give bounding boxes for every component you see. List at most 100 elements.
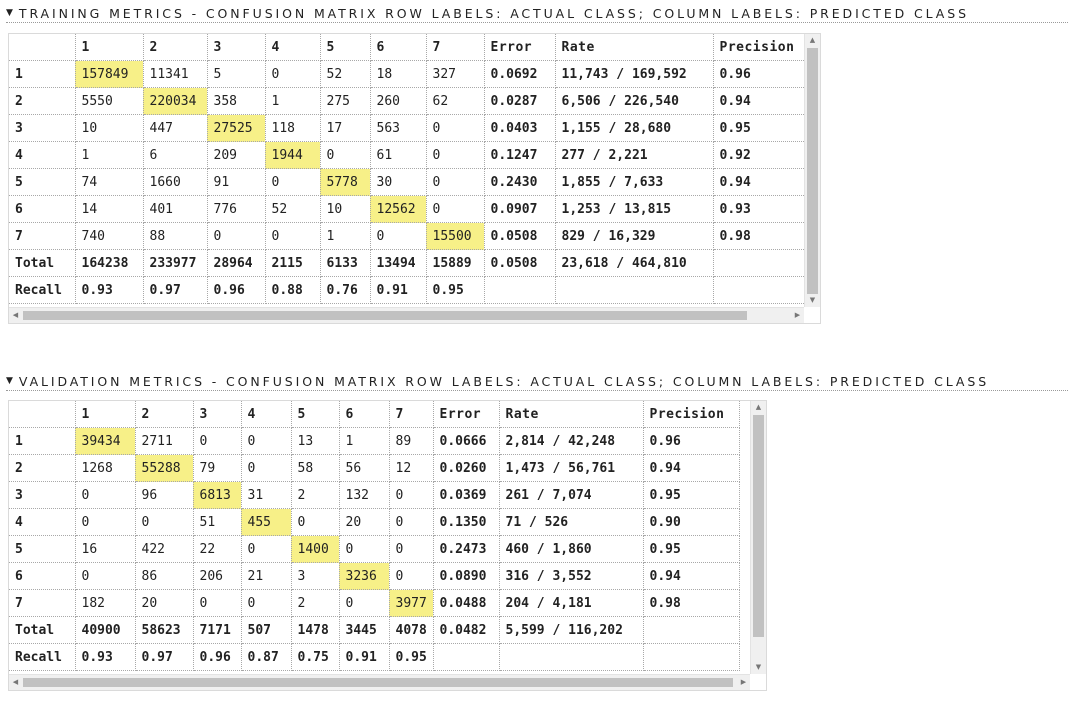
table-row: 7 740 88 0 0 1 0 15500 0.0508 829 / 16,329 0.98 [9,222,810,250]
total-cell [643,616,740,644]
matrix-cell: 0 [389,481,434,509]
matrix-cell: 0 [75,508,136,536]
table-row: 3 0 96 6813 31 2 132 0 0.0369 261 / 7,074 0.95 [9,481,740,509]
scroll-down-arrow-icon[interactable]: ▼ [809,296,816,304]
scroll-left-arrow-icon[interactable]: ◀ [12,678,19,686]
recall-cell: 0.75 [291,643,340,671]
scroll-up-arrow-icon[interactable]: ▲ [809,36,816,44]
column-header: Precision [713,34,810,61]
matrix-cell: 10 [320,195,371,223]
matrix-cell: 11341 [143,60,208,88]
matrix-cell: 275 [320,87,371,115]
training-metrics-header[interactable]: ▼ TRAINING METRICS - CONFUSION MATRIX RO… [6,4,1068,23]
horizontal-scrollbar[interactable]: ◀ ▶ [9,674,750,690]
metric-cell: 11,743 / 169,592 [555,60,714,88]
matrix-cell: 88 [143,222,208,250]
metric-cell: 277 / 2,221 [555,141,714,169]
metric-cell: 0.96 [713,60,810,88]
table-row: 4 0 0 51 455 0 20 0 0.1350 71 / 526 0.90 [9,508,740,536]
column-header: Error [484,34,556,61]
diagonal-cell: 15500 [426,222,485,250]
matrix-cell: 1 [75,141,144,169]
matrix-cell: 5550 [75,87,144,115]
total-cell: 3445 [339,616,390,644]
metric-cell: 0.93 [713,195,810,223]
recall-cell: 0.87 [241,643,292,671]
matrix-cell: 0 [370,222,427,250]
recall-cell: 0.96 [193,643,242,671]
metric-cell: 829 / 16,329 [555,222,714,250]
validation-table-viewport: 1 2 3 4 5 6 7 Error Rate Precision 1 39434 2711 0 0 13 1… [8,400,767,691]
table-row: 5 74 1660 91 0 5778 30 0 0.2430 1,855 / 7,633 0.94 [9,168,810,196]
column-header: 5 [291,401,340,428]
recall-cell: 0.97 [143,276,208,304]
scrollbar-thumb[interactable] [23,678,733,687]
matrix-cell: 18 [370,60,427,88]
metric-cell: 0.2473 [433,535,500,563]
scroll-right-arrow-icon[interactable]: ▶ [794,311,801,319]
diagonal-cell: 6813 [193,481,242,509]
matrix-cell: 0 [389,562,434,590]
column-header: 4 [241,401,292,428]
vertical-scrollbar[interactable]: ▲ ▼ [750,401,766,674]
matrix-cell: 1 [339,427,390,455]
matrix-cell: 12 [389,454,434,482]
matrix-cell: 422 [135,535,194,563]
matrix-cell: 20 [339,508,390,536]
scroll-down-arrow-icon[interactable]: ▼ [755,663,762,671]
metric-cell: 6,506 / 226,540 [555,87,714,115]
row-label: 7 [9,222,76,250]
matrix-cell: 31 [241,481,292,509]
metric-cell: 0.1247 [484,141,556,169]
scrollbar-thumb[interactable] [807,48,818,294]
column-header: Error [433,401,500,428]
matrix-cell: 20 [135,589,194,617]
column-header: 1 [75,34,144,61]
matrix-cell: 1268 [75,454,136,482]
matrix-cell: 96 [135,481,194,509]
collapse-caret-icon[interactable]: ▼ [6,8,13,18]
recall-cell: 0.96 [207,276,266,304]
diagonal-cell: 55288 [135,454,194,482]
total-row: Total 164238 233977 28964 2115 6133 13494 15889… [9,249,810,277]
diagonal-cell: 1944 [265,141,321,169]
header-row: 1 2 3 4 5 6 7 Error Rate Precision [9,401,740,428]
metric-cell: 1,253 / 13,815 [555,195,714,223]
metric-cell: 0.2430 [484,168,556,196]
scroll-right-arrow-icon[interactable]: ▶ [740,678,747,686]
collapse-caret-icon[interactable]: ▼ [6,376,13,386]
scrollbar-thumb[interactable] [23,311,747,320]
metric-cell: 0.0287 [484,87,556,115]
validation-metrics-header[interactable]: ▼ VALIDATION METRICS - CONFUSION MATRIX … [6,372,1068,391]
recall-cell: 0.88 [265,276,321,304]
row-label: 2 [9,454,76,482]
total-cell: 233977 [143,249,208,277]
matrix-cell: 0 [265,168,321,196]
header-row: 1 2 3 4 5 6 7 Error Rate Precision [9,34,810,61]
vertical-scrollbar[interactable]: ▲ ▼ [804,34,820,307]
scrollbar-thumb[interactable] [753,415,764,637]
total-cell: 23,618 / 464,810 [555,249,714,277]
horizontal-scrollbar[interactable]: ◀ ▶ [9,307,804,323]
diagonal-cell: 1400 [291,535,340,563]
matrix-cell: 0 [426,168,485,196]
matrix-cell: 10 [75,114,144,142]
scroll-left-arrow-icon[interactable]: ◀ [12,311,19,319]
matrix-cell: 0 [241,454,292,482]
total-row: Total 40900 58623 7171 507 1478 3445 4078 0.0482… [9,616,740,644]
column-header: 3 [193,401,242,428]
row-label: 1 [9,60,76,88]
column-header: 5 [320,34,371,61]
scroll-up-arrow-icon[interactable]: ▲ [755,403,762,411]
column-header: 3 [207,34,266,61]
recall-cell: 0.91 [339,643,390,671]
total-cell: 6133 [320,249,371,277]
matrix-cell: 0 [75,562,136,590]
metric-cell: 460 / 1,860 [499,535,644,563]
matrix-cell: 30 [370,168,427,196]
total-cell: 1478 [291,616,340,644]
metric-cell: 71 / 526 [499,508,644,536]
metric-cell: 0.96 [643,427,740,455]
training-metrics-title: TRAINING METRICS - CONFUSION MATRIX ROW … [18,5,969,21]
diagonal-cell: 3977 [389,589,434,617]
